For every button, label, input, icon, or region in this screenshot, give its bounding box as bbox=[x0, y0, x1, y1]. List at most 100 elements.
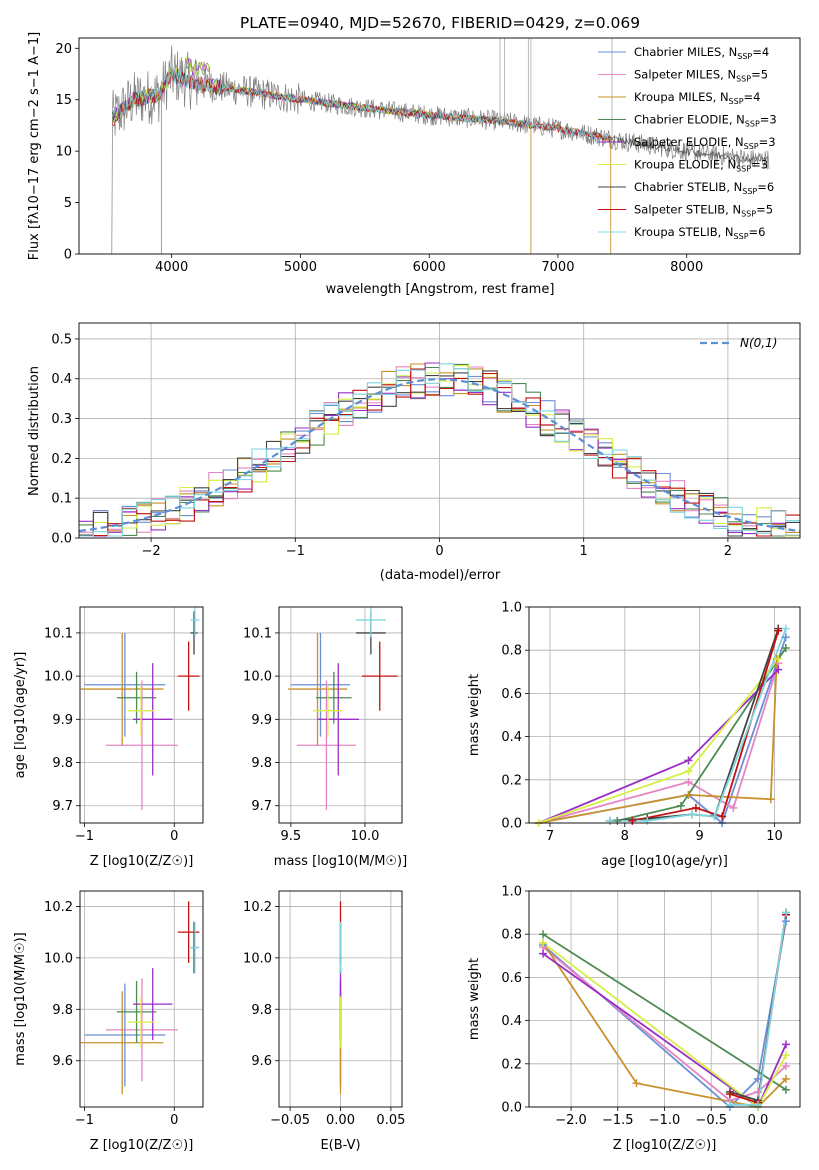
mass_vs_Z-ytick-label: 9.6 bbox=[52, 1054, 73, 1069]
mass_vs_Z-ytick-label: 10.0 bbox=[44, 951, 73, 966]
weight-point-marker bbox=[781, 1040, 790, 1049]
weight-point-marker bbox=[539, 930, 548, 939]
mass_vs_EBV-xtick-label: 0.00 bbox=[326, 1113, 355, 1128]
weight-point-marker bbox=[684, 790, 693, 799]
weight_vs_Z-ytick-label: 0.0 bbox=[501, 1101, 522, 1116]
weight-point-marker bbox=[753, 1100, 762, 1109]
weight-point-marker bbox=[684, 756, 693, 765]
spectrum-xtick-label: 5000 bbox=[284, 260, 317, 275]
weight_vs_Z-xtick-label: 0.0 bbox=[748, 1113, 769, 1128]
residuals-ytick-label: 0.0 bbox=[51, 532, 72, 547]
spectrum-ytick-label: 5 bbox=[64, 196, 72, 211]
weight-point-marker bbox=[725, 1090, 734, 1099]
weight_vs_Z-ytick-label: 0.8 bbox=[501, 928, 522, 943]
legend-label: Chabrier ELODIE, NSSP=3 bbox=[634, 113, 777, 129]
spectrum-xlabel: wavelength [Angstrom, rest frame] bbox=[326, 282, 555, 297]
weight-series-line bbox=[538, 658, 778, 823]
weight-point-marker bbox=[684, 767, 693, 776]
residuals-xtick-label: −2 bbox=[142, 544, 161, 559]
weight_vs_Z-xtick-label: −1.0 bbox=[649, 1113, 681, 1128]
residuals-ytick-label: 0.1 bbox=[51, 492, 72, 507]
weight-point-marker bbox=[781, 908, 790, 917]
observed-spectrum-line bbox=[111, 45, 770, 254]
weight-point-marker bbox=[691, 803, 700, 812]
spectrum-ytick-label: 20 bbox=[55, 42, 72, 57]
spectrum-xtick-label: 6000 bbox=[413, 260, 446, 275]
age_vs_Z-xtick-label: 0 bbox=[170, 829, 178, 844]
weight_vs_age-ytick-label: 1.0 bbox=[501, 601, 522, 616]
weight-point-marker bbox=[684, 777, 693, 786]
mass_vs_EBV-ytick-label: 10.0 bbox=[243, 951, 272, 966]
weight-point-marker bbox=[781, 1051, 790, 1060]
spectrum-ytick-label: 10 bbox=[55, 145, 72, 160]
weight_vs_age-ytick-label: 0.2 bbox=[501, 773, 522, 788]
age_vs_Z-ytick-label: 9.8 bbox=[52, 756, 73, 771]
age_vs_Z-xtick-label: −1 bbox=[75, 829, 94, 844]
mass_vs_EBV-xtick-label: 0.05 bbox=[376, 1113, 405, 1128]
weight_vs_Z-ylabel: mass weight bbox=[467, 958, 482, 1040]
weight-point-marker bbox=[766, 795, 775, 804]
age_vs_Z-ylabel: age [log10(age/yr)] bbox=[13, 652, 28, 779]
residual-histogram-step bbox=[79, 363, 800, 537]
weight-point-marker bbox=[725, 1100, 734, 1109]
weight-point-marker bbox=[774, 654, 783, 663]
weight_vs_age-xtick-label: 8 bbox=[621, 829, 629, 844]
mass_vs_Z-xtick-label: 0 bbox=[170, 1113, 178, 1128]
residuals-xtick-label: 1 bbox=[580, 544, 588, 559]
weight_vs_Z-ytick-label: 0.4 bbox=[501, 1014, 522, 1029]
weight_vs_age-xtick-label: 9 bbox=[696, 829, 704, 844]
spectrum-ytick-label: 0 bbox=[64, 248, 72, 263]
figure-title: PLATE=0940, MJD=52670, FIBERID=0429, z=0… bbox=[240, 14, 640, 32]
weight_vs_age-ytick-label: 0.0 bbox=[501, 817, 522, 832]
weight_vs_age-ytick-label: 0.6 bbox=[501, 687, 522, 702]
legend-label: Salpeter ELODIE, NSSP=3 bbox=[634, 135, 776, 151]
age_vs_Z-plot-area bbox=[80, 607, 200, 811]
mass_vs_Z-axes: −1 0 9.6 9.8 10.0 10.2 bbox=[44, 891, 203, 1128]
weight_vs_age-ytick-label: 0.4 bbox=[501, 730, 522, 745]
age_vs_mass-ytick-label: 9.7 bbox=[251, 799, 272, 814]
residuals-ytick-label: 0.5 bbox=[51, 332, 72, 347]
weight_vs_age-xtick-label: 10 bbox=[766, 829, 783, 844]
age_vs_Z-ytick-label: 10.0 bbox=[44, 670, 73, 685]
weight_vs_age-xtick-label: 7 bbox=[546, 829, 554, 844]
weight_vs_Z-xlabel: Z [log10(Z/Z☉)] bbox=[613, 1138, 717, 1153]
weight-point-marker bbox=[781, 633, 790, 642]
legend-label: Salpeter STELIB, NSSP=5 bbox=[634, 203, 773, 219]
weight-point-marker bbox=[781, 1074, 790, 1083]
mass_vs_EBV-ytick-label: 9.6 bbox=[251, 1054, 272, 1069]
spectrum-xtick-label: 4000 bbox=[155, 260, 188, 275]
weight_vs_Z-xtick-label: −1.5 bbox=[602, 1113, 634, 1128]
age_vs_mass-frame bbox=[278, 606, 403, 824]
weight_vs_Z-ytick-label: 0.6 bbox=[501, 971, 522, 986]
residuals-xlabel: (data-model)/error bbox=[380, 568, 501, 583]
age_vs_mass-ytick-label: 9.9 bbox=[251, 713, 272, 728]
age_vs_mass-xtick-label: 10.0 bbox=[350, 829, 379, 844]
weight_vs_Z-xtick-label: −2.0 bbox=[555, 1113, 587, 1128]
weight-point-marker bbox=[753, 1087, 762, 1096]
weight-point-marker bbox=[632, 1079, 641, 1088]
mass_vs_Z-ytick-label: 9.8 bbox=[52, 1003, 73, 1018]
weight-series-line bbox=[542, 952, 787, 1107]
spectrum-axes: 4000 5000 6000 7000 8000 0 5 10 15 20 bbox=[55, 42, 703, 275]
gaussian-reference-line bbox=[79, 378, 800, 533]
weight_vs_age-frame bbox=[528, 606, 801, 824]
residuals-ytick-label: 0.4 bbox=[51, 372, 72, 387]
weight-point-marker bbox=[781, 1085, 790, 1094]
weight-series-line bbox=[542, 921, 787, 1107]
legend-label: Salpeter MILES, NSSP=5 bbox=[634, 68, 768, 84]
legend-label: Chabrier STELIB, NSSP=6 bbox=[634, 180, 774, 196]
weight-point-marker bbox=[539, 938, 548, 947]
age_vs_Z-ytick-label: 9.9 bbox=[52, 713, 73, 728]
mass_vs_Z-ytick-label: 10.2 bbox=[44, 900, 73, 915]
age_vs_mass-plot-area bbox=[287, 607, 398, 811]
mass_vs_Z-plot-area bbox=[80, 901, 200, 1095]
mass_vs_EBV-xtick-label: −0.05 bbox=[270, 1113, 310, 1128]
age_vs_mass-ytick-label: 9.8 bbox=[251, 756, 272, 771]
weight-point-marker bbox=[753, 1074, 762, 1083]
legend-label: Chabrier MILES, NSSP=4 bbox=[634, 45, 769, 61]
age_vs_Z-ytick-label: 10.1 bbox=[44, 626, 73, 641]
age_vs_Z-frame bbox=[79, 606, 204, 824]
age_vs_Z-xlabel: Z [log10(Z/Z☉)] bbox=[90, 854, 194, 869]
weight_vs_age-ytick-label: 0.8 bbox=[501, 644, 522, 659]
spectrum-ylabel: Flux [fλ10−17 erg cm−2 s−1 A−1] bbox=[27, 32, 42, 260]
